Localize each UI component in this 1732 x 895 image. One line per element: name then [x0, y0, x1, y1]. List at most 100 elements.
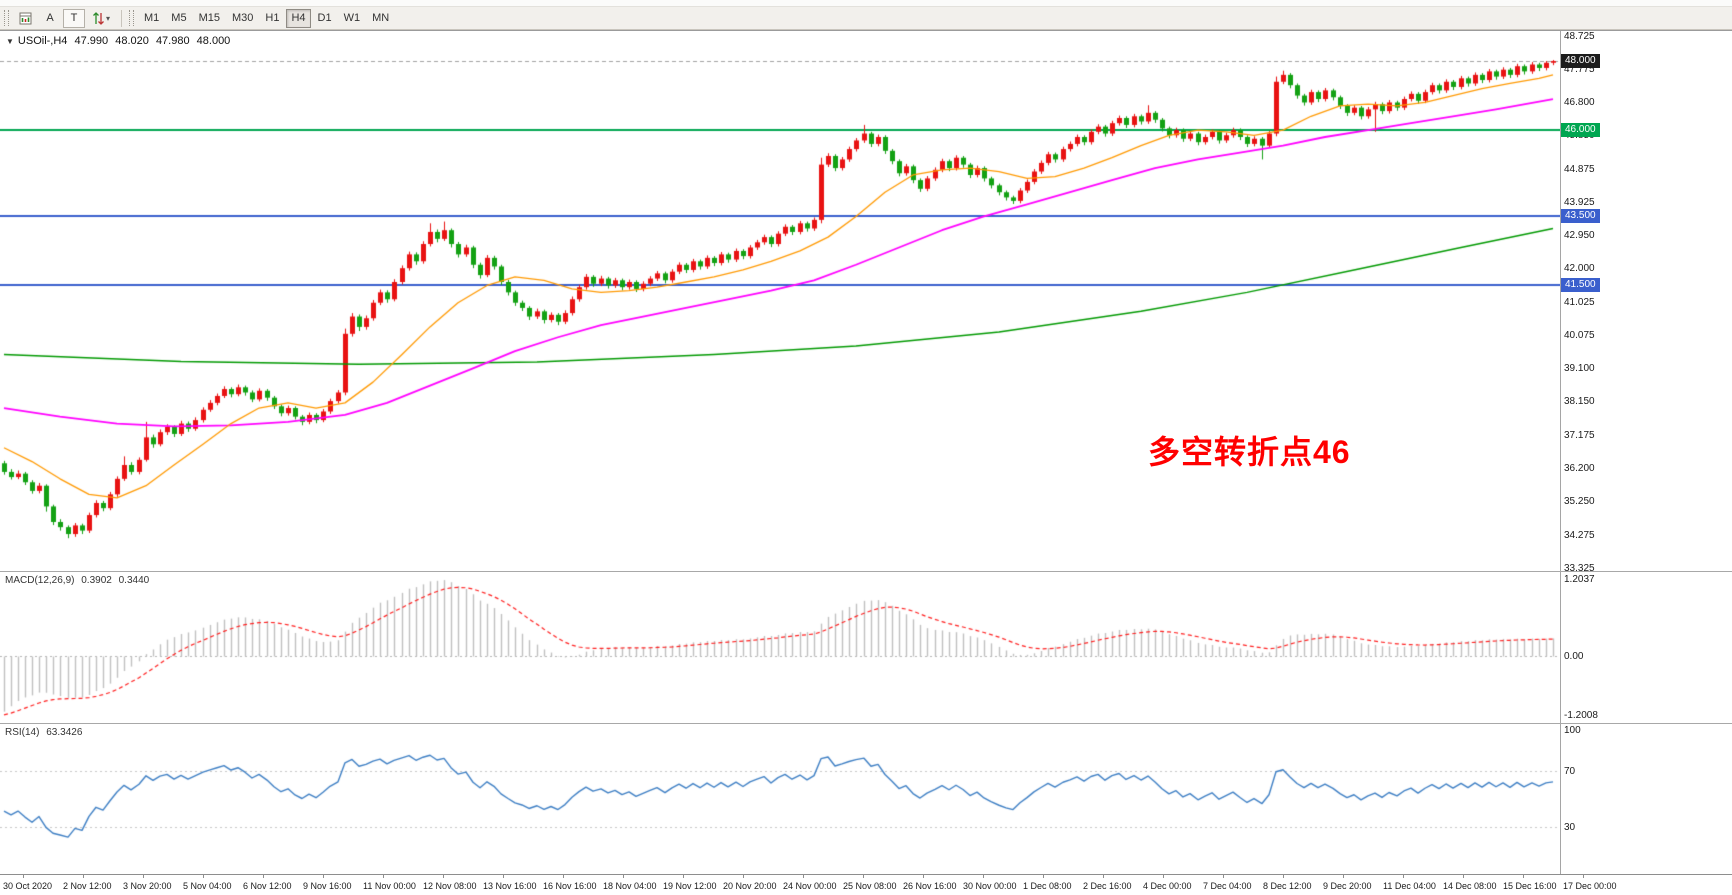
time-axis-tick [563, 875, 564, 878]
price-axis-label: 37.175 [1564, 429, 1595, 441]
time-axis-label: 9 Nov 16:00 [303, 881, 352, 891]
timeframe-m1-button[interactable]: M1 [139, 9, 164, 28]
time-axis[interactable]: 30 Oct 2020 2 Nov 12:00 3 Nov 20:00 5 Nov 0… [0, 874, 1732, 895]
timeframe-h4-button[interactable]: H4 [286, 8, 311, 28]
time-axis-label: 12 Nov 08:00 [423, 881, 477, 891]
one-click-collapse-icon[interactable]: ▼ [6, 37, 14, 46]
time-axis-tick [923, 875, 924, 878]
quote-high: 48.020 [115, 35, 149, 47]
time-axis-label: 8 Dec 12:00 [1263, 881, 1312, 891]
price-axis-label: 43.925 [1564, 196, 1595, 208]
toolbar-gripper[interactable] [4, 10, 9, 26]
rsi-axis-label: 30 [1564, 821, 1576, 833]
price-tag: 46.000 [1561, 123, 1600, 138]
macd-name: MACD(12,26,9) [5, 575, 75, 586]
price-axis-label: 47.775 [1564, 63, 1595, 75]
chart-annotation-text: 多空转折点46 [1148, 434, 1351, 470]
time-axis-tick [203, 875, 204, 878]
price-tag: 43.500 [1561, 209, 1600, 224]
time-axis-tick [83, 875, 84, 878]
time-axis-tick [383, 875, 384, 878]
main-price-pane: ▼ USOil-,H4 47.990 48.020 47.980 48.000 多… [0, 31, 1732, 574]
quote-low: 47.980 [155, 35, 190, 47]
timeframe-w1-button[interactable]: W1 [339, 9, 366, 28]
rsi-name: RSI(14) [5, 727, 40, 738]
chart-list-button[interactable] [14, 9, 37, 28]
time-axis-tick [1523, 875, 1524, 878]
time-axis-label: 17 Dec 00:00 [1563, 881, 1617, 891]
timeframe-gripper[interactable] [129, 10, 135, 26]
window-top-sliver [0, 0, 1732, 7]
time-axis-tick [443, 875, 444, 878]
time-axis-tick [263, 875, 264, 878]
price-axis-label: 41.025 [1564, 296, 1595, 308]
time-axis-tick [143, 875, 144, 878]
price-axis-label: 42.000 [1564, 263, 1595, 275]
price-chart-canvas[interactable] [0, 31, 1560, 571]
macd-canvas[interactable] [0, 572, 1560, 723]
time-axis-label: 2 Nov 12:00 [63, 881, 112, 891]
time-axis-label: 30 Nov 00:00 [963, 881, 1017, 891]
time-axis-tick [623, 875, 624, 878]
timeframe-m15-button[interactable]: M15 [194, 9, 225, 28]
macd-axis[interactable]: 1.2037 0.00 -1.2008 [1560, 572, 1732, 723]
rsi-canvas[interactable] [0, 724, 1560, 874]
price-axis-label: 33.325 [1564, 562, 1595, 574]
time-axis-tick [1463, 875, 1464, 878]
macd-axis-label: 1.2037 [1564, 574, 1595, 585]
quote-open: 47.990 [74, 35, 109, 47]
scale-tool-button[interactable]: ▾ [87, 9, 115, 28]
macd-value-main: 0.3902 [81, 575, 112, 586]
timeframe-mn-button[interactable]: MN [367, 9, 394, 28]
timeframe-d1-button[interactable]: D1 [313, 9, 337, 28]
price-axis-label: 38.150 [1564, 396, 1595, 408]
label-tool-button[interactable]: A [39, 9, 61, 28]
time-axis-label: 9 Dec 20:00 [1323, 881, 1372, 891]
time-axis-label: 19 Nov 12:00 [663, 881, 717, 891]
time-axis-label: 11 Dec 04:00 [1383, 881, 1436, 891]
time-axis-label: 26 Nov 16:00 [903, 881, 957, 891]
time-axis-label: 25 Nov 08:00 [843, 881, 897, 891]
price-axis-label: 42.950 [1564, 230, 1595, 242]
time-axis-tick [1163, 875, 1164, 878]
time-axis-tick [803, 875, 804, 878]
price-axis-label: 39.100 [1564, 363, 1595, 375]
timeframe-m30-button[interactable]: M30 [227, 9, 258, 28]
macd-value-signal: 0.3440 [118, 575, 150, 586]
time-axis-tick [1343, 875, 1344, 878]
time-axis-label: 11 Nov 00:00 [363, 881, 416, 891]
time-axis-label: 13 Nov 16:00 [483, 881, 537, 891]
macd-axis-label: -1.2008 [1564, 710, 1598, 721]
symbol-title: USOil-,H4 [17, 35, 68, 47]
price-tag: 48.000 [1561, 54, 1600, 69]
chart-window: ▼ USOil-,H4 47.990 48.020 47.980 48.000 多… [0, 30, 1732, 895]
rsi-pane: RSI(14) 63.3426 100 70 30 [0, 723, 1732, 874]
time-axis-label: 3 Nov 20:00 [123, 881, 172, 891]
time-axis-tick [863, 875, 864, 878]
time-axis-label: 16 Nov 16:00 [543, 881, 597, 891]
price-axis-label: 34.275 [1564, 529, 1595, 541]
price-axis-label: 35.250 [1564, 496, 1595, 508]
time-axis-tick [743, 875, 744, 878]
rsi-axis-label: 70 [1564, 766, 1576, 778]
price-axis-label: 44.875 [1564, 163, 1595, 175]
time-axis-tick [323, 875, 324, 878]
text-tool-button[interactable]: T [63, 8, 85, 28]
time-axis-label: 4 Dec 00:00 [1143, 881, 1192, 891]
price-axis-label: 48.725 [1564, 31, 1595, 42]
price-axis[interactable]: 48.72547.77546.80045.85044.87543.92542.9… [1560, 31, 1732, 574]
time-axis-label: 7 Dec 04:00 [1203, 881, 1252, 891]
macd-pane: MACD(12,26,9) 0.3902 0.3440 1.2037 0.00 -1… [0, 571, 1732, 723]
macd-axis-label: 0.00 [1564, 650, 1584, 662]
time-axis-label: 5 Nov 04:00 [183, 881, 232, 891]
time-axis-tick [683, 875, 684, 878]
time-axis-tick [1283, 875, 1284, 878]
price-axis-label: 46.800 [1564, 97, 1595, 109]
timeframe-h1-button[interactable]: H1 [260, 9, 284, 28]
rsi-label: RSI(14) 63.3426 [5, 727, 86, 738]
timeframe-m5-button[interactable]: M5 [166, 9, 191, 28]
symbol-ohlc-info: ▼ USOil-,H4 47.990 48.020 47.980 48.000 [6, 35, 234, 47]
time-axis-tick [983, 875, 984, 878]
rsi-axis[interactable]: 100 70 30 [1560, 724, 1732, 874]
